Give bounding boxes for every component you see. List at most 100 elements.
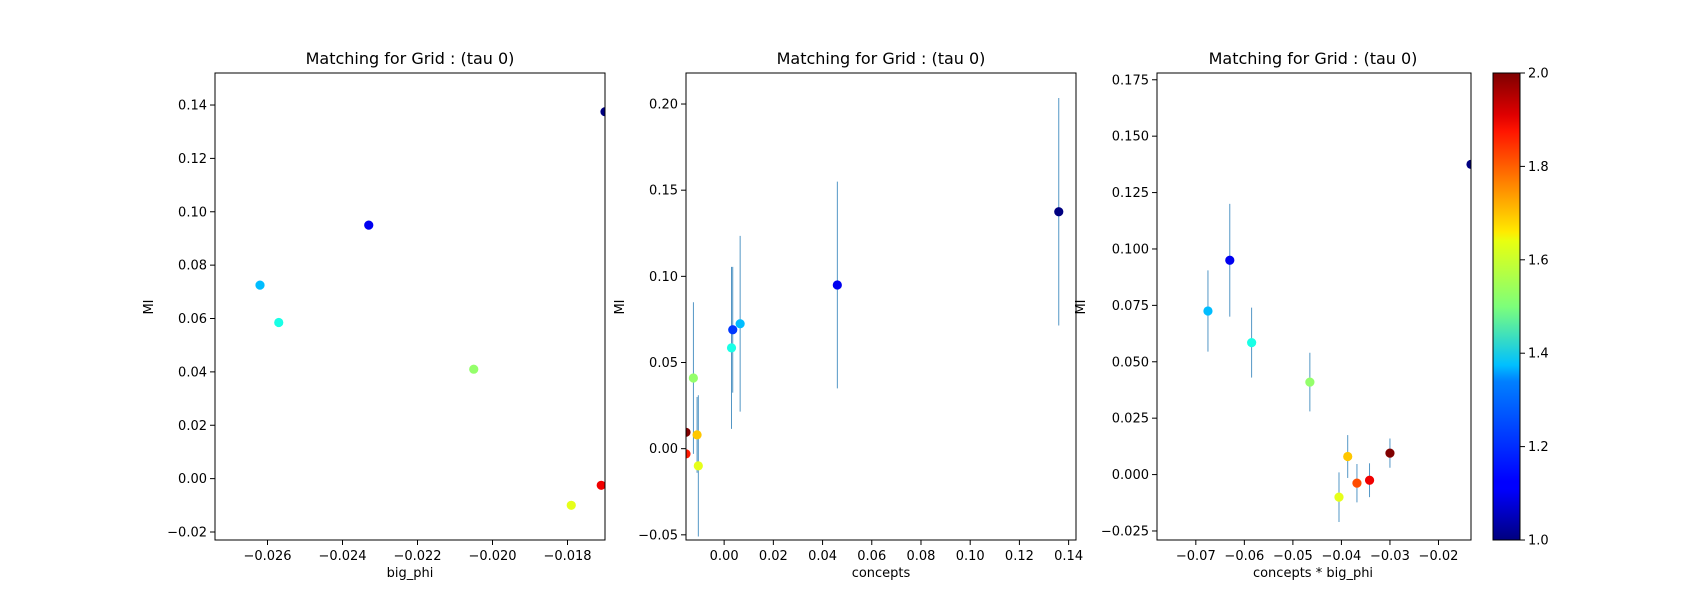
- y-tick-label: 0.08: [178, 259, 207, 274]
- x-ticks: −0.026 −0.024 −0.022 −0.020 −0.018: [243, 540, 592, 564]
- colorbar-tick-label: 2.0: [1528, 67, 1549, 82]
- x-tick-label: 0.04: [808, 549, 837, 564]
- scatter-point: [1364, 475, 1375, 485]
- colorbar-tick-label: 1.6: [1528, 253, 1549, 268]
- y-tick-label: 0.175: [1112, 73, 1149, 88]
- y-tick-label: 0.05: [649, 356, 678, 371]
- axes-frame: [1156, 72, 1472, 541]
- y-tick-label: 0.00: [178, 472, 207, 487]
- data-points: [686, 207, 1064, 471]
- y-tick-label: −0.05: [638, 528, 678, 543]
- scatter-point: [692, 430, 702, 440]
- x-tick-label: −0.03: [1370, 549, 1410, 564]
- x-tick-label: 0.00: [710, 549, 739, 564]
- scatter-point: [1334, 492, 1344, 502]
- y-ticks: −0.05 0.00 0.05 0.10 0.15 0.20: [638, 98, 686, 543]
- scatter-point: [735, 319, 745, 329]
- subplot-big-phi: Matching for Grid : (tau 0) big_phi MI −…: [142, 49, 606, 581]
- scatter-point: [726, 343, 737, 353]
- scatter-point: [1247, 337, 1257, 348]
- y-tick-label: 0.075: [1112, 299, 1149, 314]
- scatter-point: [1054, 207, 1064, 217]
- y-axis-label: MI: [613, 299, 628, 314]
- scatter-point: [1305, 377, 1315, 387]
- error-bars: [692, 97, 1060, 537]
- x-tick-label: 0.08: [907, 549, 936, 564]
- colorbar-ticks: 1.0 1.2 1.4 1.6 1.8 2.0: [1520, 67, 1549, 549]
- scatter-point: [600, 107, 605, 117]
- x-tick-label: −0.022: [393, 549, 441, 564]
- x-ticks: −0.07 −0.06 −0.05 −0.04 −0.03 −0.02: [1176, 540, 1459, 564]
- y-ticks: −0.02 0.00 0.02 0.04 0.06 0.08 0.10 0.12 0.14: [167, 99, 215, 540]
- y-tick-label: 0.20: [649, 98, 678, 113]
- y-tick-label: 0.12: [178, 152, 207, 167]
- scatter-point: [364, 220, 374, 230]
- scatter-point: [1225, 255, 1235, 265]
- x-tick-label: −0.020: [468, 549, 516, 564]
- y-tick-label: 0.10: [178, 205, 207, 220]
- y-tick-label: 0.050: [1112, 355, 1149, 370]
- y-tick-label: 0.125: [1112, 186, 1149, 201]
- subplot-concepts-times-big-phi: Matching for Grid : (tau 0) concepts * b…: [1074, 49, 1472, 581]
- error-bars: [1207, 203, 1391, 522]
- axes-frame: [214, 72, 606, 541]
- scatter-point: [1385, 448, 1395, 458]
- y-tick-label: 0.14: [178, 99, 207, 114]
- scatter-point: [686, 449, 691, 459]
- data-points: [1203, 159, 1471, 502]
- scatter-point: [1203, 306, 1213, 316]
- scatter-point: [728, 325, 738, 335]
- scatter-point: [566, 500, 576, 510]
- data-points: [255, 107, 605, 510]
- y-tick-label: −0.02: [167, 525, 207, 540]
- y-tick-label: 0.000: [1112, 468, 1149, 483]
- scatter-point: [686, 427, 691, 437]
- y-axis-label: MI: [1074, 299, 1089, 314]
- scatter-point: [1466, 159, 1471, 169]
- scatter-point: [469, 364, 479, 374]
- y-tick-label: 0.150: [1112, 130, 1149, 145]
- colorbar-tick-label: 1.8: [1528, 160, 1549, 175]
- x-tick-label: −0.04: [1321, 549, 1361, 564]
- x-tick-label: −0.024: [318, 549, 366, 564]
- y-axis-label: MI: [142, 299, 157, 314]
- x-tick-label: 0.10: [956, 549, 985, 564]
- scatter-point: [832, 280, 842, 290]
- x-axis-label: concepts: [852, 566, 911, 581]
- scatter-point: [596, 480, 605, 490]
- y-tick-label: 0.00: [649, 442, 678, 457]
- y-tick-label: −0.025: [1101, 524, 1149, 539]
- colorbar-tick-label: 1.0: [1528, 534, 1549, 549]
- subplot-title: Matching for Grid : (tau 0): [306, 49, 515, 68]
- x-tick-label: −0.06: [1224, 549, 1264, 564]
- x-tick-label: 0.12: [1005, 549, 1034, 564]
- scatter-point: [1352, 478, 1362, 488]
- y-tick-label: 0.10: [649, 270, 678, 285]
- y-tick-label: 0.04: [178, 365, 207, 380]
- subplot-title: Matching for Grid : (tau 0): [777, 49, 986, 68]
- axes-frame: [685, 72, 1077, 541]
- scatter-point: [274, 317, 284, 328]
- colorbar-tick-label: 1.4: [1528, 347, 1549, 362]
- x-tick-label: 0.02: [759, 549, 788, 564]
- y-ticks: −0.025 0.000 0.025 0.050 0.075 0.100 0.125 0.15…: [1101, 73, 1157, 539]
- y-tick-label: 0.100: [1112, 242, 1149, 257]
- subplot-title: Matching for Grid : (tau 0): [1209, 49, 1418, 68]
- x-tick-label: −0.07: [1176, 549, 1216, 564]
- colorbar: 1.0 1.2 1.4 1.6 1.8 2.0: [1492, 67, 1549, 549]
- x-axis-label: big_phi: [387, 566, 434, 581]
- subplot-concepts: Matching for Grid : (tau 0) concepts MI …: [613, 49, 1083, 581]
- scatter-point: [255, 280, 265, 290]
- x-axis-label: concepts * big_phi: [1253, 566, 1373, 581]
- y-tick-label: 0.025: [1112, 412, 1149, 427]
- x-tick-label: −0.02: [1419, 549, 1459, 564]
- y-tick-label: 0.15: [649, 184, 678, 199]
- y-tick-label: 0.02: [178, 419, 207, 434]
- x-tick-label: −0.026: [243, 549, 291, 564]
- x-ticks: 0.00 0.02 0.04 0.06 0.08 0.10 0.12 0.14: [710, 540, 1083, 564]
- x-tick-label: −0.018: [543, 549, 591, 564]
- y-tick-label: 0.06: [178, 312, 207, 327]
- x-tick-label: 0.06: [857, 549, 886, 564]
- x-tick-label: 0.14: [1054, 549, 1083, 564]
